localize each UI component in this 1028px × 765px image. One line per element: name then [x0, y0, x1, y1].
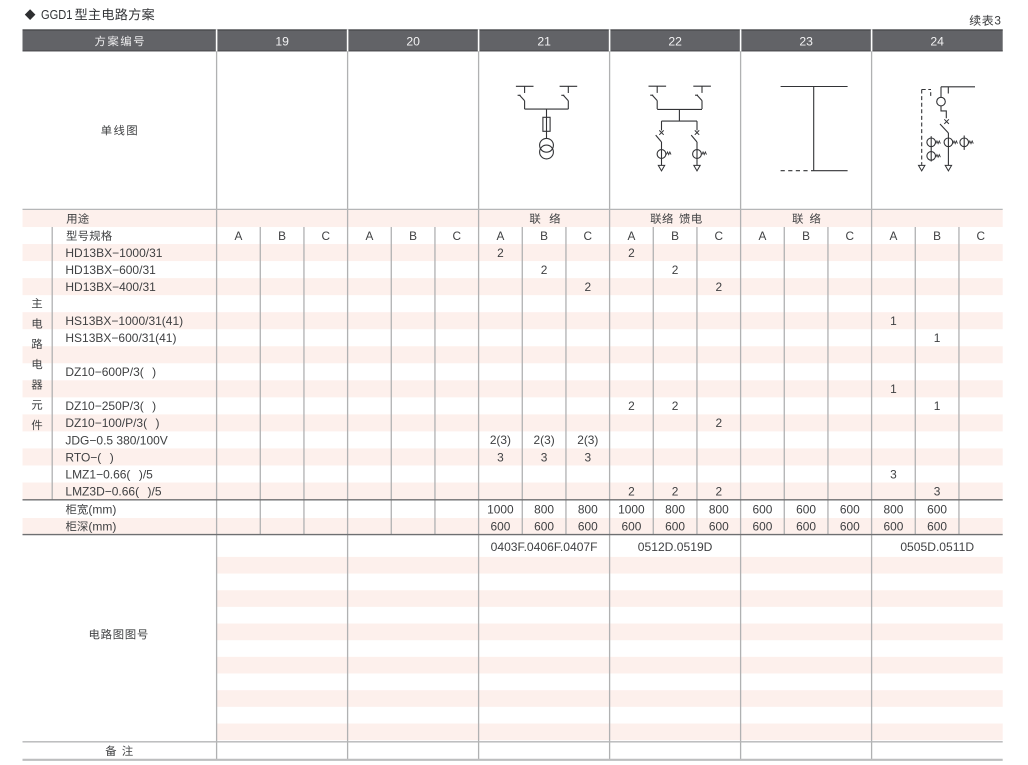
svg-text:600: 600: [796, 520, 816, 534]
svg-text:2: 2: [628, 399, 635, 413]
svg-text:GGD1: GGD1: [41, 8, 73, 22]
svg-text:20: 20: [406, 34, 420, 48]
svg-text:2: 2: [628, 484, 635, 498]
svg-text:1: 1: [890, 382, 897, 396]
svg-text:HD13BX−1000/31: HD13BX−1000/31: [65, 246, 162, 260]
svg-text:RTO−( ): RTO−( ): [65, 450, 113, 464]
svg-text:C: C: [453, 229, 462, 243]
svg-text:DZ10−600P/3( ): DZ10−600P/3( ): [65, 365, 156, 379]
svg-text:C: C: [322, 229, 331, 243]
svg-text:2: 2: [672, 399, 679, 413]
svg-text:A: A: [627, 229, 635, 243]
svg-text:0403F.0406F.0407F: 0403F.0406F.0407F: [491, 540, 598, 554]
svg-text:B: B: [671, 229, 679, 243]
svg-text:2: 2: [541, 263, 548, 277]
svg-text:3: 3: [584, 450, 591, 464]
svg-text:A: A: [234, 229, 242, 243]
svg-text:A: A: [365, 229, 373, 243]
svg-text:3: 3: [541, 450, 548, 464]
svg-text:2: 2: [584, 280, 591, 294]
svg-text:HD13BX−600/31: HD13BX−600/31: [65, 263, 156, 277]
svg-text:DZ10−250P/3( ): DZ10−250P/3( ): [65, 399, 156, 413]
svg-text:C: C: [584, 229, 593, 243]
svg-text:600: 600: [534, 520, 554, 534]
svg-text:600: 600: [752, 503, 772, 517]
svg-text:C: C: [846, 229, 855, 243]
svg-text:1: 1: [890, 314, 897, 328]
svg-text:A: A: [758, 229, 766, 243]
svg-text:1000: 1000: [487, 503, 514, 517]
svg-text:800: 800: [578, 503, 598, 517]
svg-text:600: 600: [709, 520, 729, 534]
svg-text:0512D.0519D: 0512D.0519D: [638, 540, 713, 554]
svg-text:HD13BX−400/31: HD13BX−400/31: [65, 280, 156, 294]
svg-text:2: 2: [715, 484, 722, 498]
svg-text:(mm): (mm): [88, 520, 116, 534]
svg-text:B: B: [540, 229, 548, 243]
svg-text:B: B: [278, 229, 286, 243]
svg-text:2(3): 2(3): [490, 433, 511, 447]
svg-text:2: 2: [715, 416, 722, 430]
svg-text:HS13BX−1000/31(41): HS13BX−1000/31(41): [65, 314, 183, 328]
svg-text:600: 600: [927, 503, 947, 517]
svg-text:19: 19: [275, 34, 289, 48]
svg-text:1: 1: [934, 399, 941, 413]
svg-text:600: 600: [927, 520, 947, 534]
svg-text:C: C: [715, 229, 724, 243]
svg-text:2: 2: [497, 246, 504, 260]
svg-text:A: A: [889, 229, 897, 243]
svg-text:2: 2: [628, 246, 635, 260]
svg-text:800: 800: [665, 503, 685, 517]
svg-text:22: 22: [668, 34, 682, 48]
svg-text:(mm): (mm): [88, 503, 116, 517]
svg-text:600: 600: [752, 520, 772, 534]
svg-text:600: 600: [665, 520, 685, 534]
svg-text:0505D.0511D: 0505D.0511D: [900, 540, 974, 554]
svg-text:LMZ3D−0.66( )/5: LMZ3D−0.66( )/5: [65, 484, 161, 498]
svg-text:C: C: [977, 229, 986, 243]
svg-text:HS13BX−600/31(41): HS13BX−600/31(41): [65, 331, 176, 345]
svg-text:1000: 1000: [618, 503, 645, 517]
svg-text:2: 2: [672, 484, 679, 498]
svg-text:B: B: [933, 229, 941, 243]
svg-text:LMZ1−0.66( )/5: LMZ1−0.66( )/5: [65, 467, 153, 481]
svg-text:A: A: [496, 229, 504, 243]
svg-text:600: 600: [621, 520, 641, 534]
svg-text:1: 1: [934, 331, 941, 345]
svg-text:3: 3: [934, 484, 941, 498]
svg-text:B: B: [409, 229, 417, 243]
svg-text:800: 800: [534, 503, 554, 517]
svg-text:2: 2: [672, 263, 679, 277]
svg-text:600: 600: [840, 503, 860, 517]
svg-text:3: 3: [994, 14, 1001, 28]
svg-text:JDG−0.5 380/100V: JDG−0.5 380/100V: [65, 433, 167, 447]
svg-text:2: 2: [715, 280, 722, 294]
svg-text:23: 23: [799, 34, 813, 48]
svg-text:600: 600: [840, 520, 860, 534]
svg-text:800: 800: [883, 503, 903, 517]
svg-text:600: 600: [883, 520, 903, 534]
svg-text:21: 21: [537, 34, 551, 48]
svg-text:3: 3: [497, 450, 504, 464]
svg-text:B: B: [802, 229, 810, 243]
svg-text:2(3): 2(3): [577, 433, 598, 447]
svg-text:DZ10−100/P/3( ): DZ10−100/P/3( ): [65, 416, 159, 430]
svg-text:800: 800: [709, 503, 729, 517]
svg-text:600: 600: [578, 520, 598, 534]
svg-text:2(3): 2(3): [534, 433, 555, 447]
svg-text:24: 24: [930, 34, 944, 48]
svg-text:3: 3: [890, 467, 897, 481]
svg-text:600: 600: [490, 520, 510, 534]
svg-text:600: 600: [796, 503, 816, 517]
